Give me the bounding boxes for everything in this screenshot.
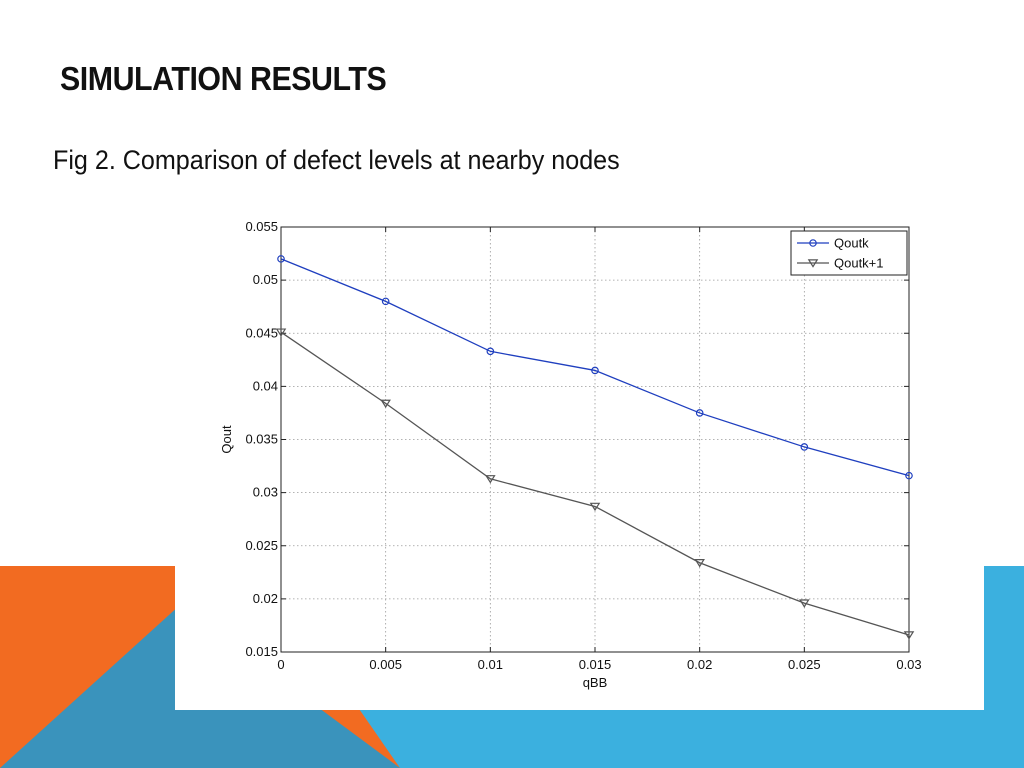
x-tick-label: 0.025 bbox=[788, 657, 821, 672]
line-chart: 0 0.005 0.01 0.015 0.02 0.025 0.03 0.015 0.02 0.0… bbox=[219, 219, 922, 690]
y-tick-label: 0.045 bbox=[245, 325, 278, 340]
data-point bbox=[799, 599, 810, 608]
data-point bbox=[695, 409, 704, 417]
figure-caption: Fig 2. Comparison of defect levels at ne… bbox=[53, 145, 620, 175]
x-tick-label: 0 bbox=[277, 657, 284, 672]
legend-box bbox=[790, 230, 908, 276]
data-point bbox=[277, 255, 285, 263]
data-point bbox=[380, 399, 391, 409]
y-tick-label: 0.025 bbox=[245, 538, 278, 553]
series-line-qoutk bbox=[280, 258, 910, 477]
y-tick-label: 0.055 bbox=[245, 219, 278, 234]
legend-label: Qoutk+1 bbox=[834, 256, 884, 271]
series-line-qoutk1 bbox=[280, 331, 910, 636]
x-axis-label: qBB bbox=[583, 675, 608, 690]
data-point bbox=[589, 502, 601, 512]
data-point bbox=[694, 559, 705, 568]
y-tick-label: 0.02 bbox=[253, 591, 278, 606]
legend-label: Qoutk bbox=[834, 236, 869, 251]
y-tick-label: 0.05 bbox=[253, 272, 278, 287]
x-tick-label: 0.03 bbox=[896, 657, 921, 672]
data-point bbox=[275, 328, 287, 337]
legend-marker bbox=[809, 239, 817, 247]
legend-marker bbox=[807, 259, 819, 268]
y-tick-label: 0.03 bbox=[253, 485, 278, 500]
y-tick-label: 0.04 bbox=[253, 378, 278, 393]
data-point bbox=[800, 443, 809, 451]
y-axis-label: Qout bbox=[219, 425, 234, 454]
data-point bbox=[591, 366, 599, 375]
y-tick-label: 0.015 bbox=[245, 644, 278, 659]
data-point bbox=[485, 475, 496, 484]
x-tick-label: 0.015 bbox=[579, 657, 612, 672]
x-tick-label: 0.005 bbox=[369, 657, 402, 672]
data-point bbox=[381, 297, 390, 306]
x-tick-label: 0.02 bbox=[687, 657, 712, 672]
data-point bbox=[903, 631, 915, 640]
x-tick-label: 0.01 bbox=[478, 657, 503, 672]
y-tick-label: 0.035 bbox=[245, 432, 278, 447]
data-point bbox=[905, 471, 913, 480]
chart-card: 0 0.005 0.01 0.015 0.02 0.025 0.03 0.015 0.02 0.0… bbox=[175, 210, 984, 710]
data-point bbox=[486, 347, 495, 356]
slide-title: SIMULATION RESULTS bbox=[60, 60, 387, 97]
